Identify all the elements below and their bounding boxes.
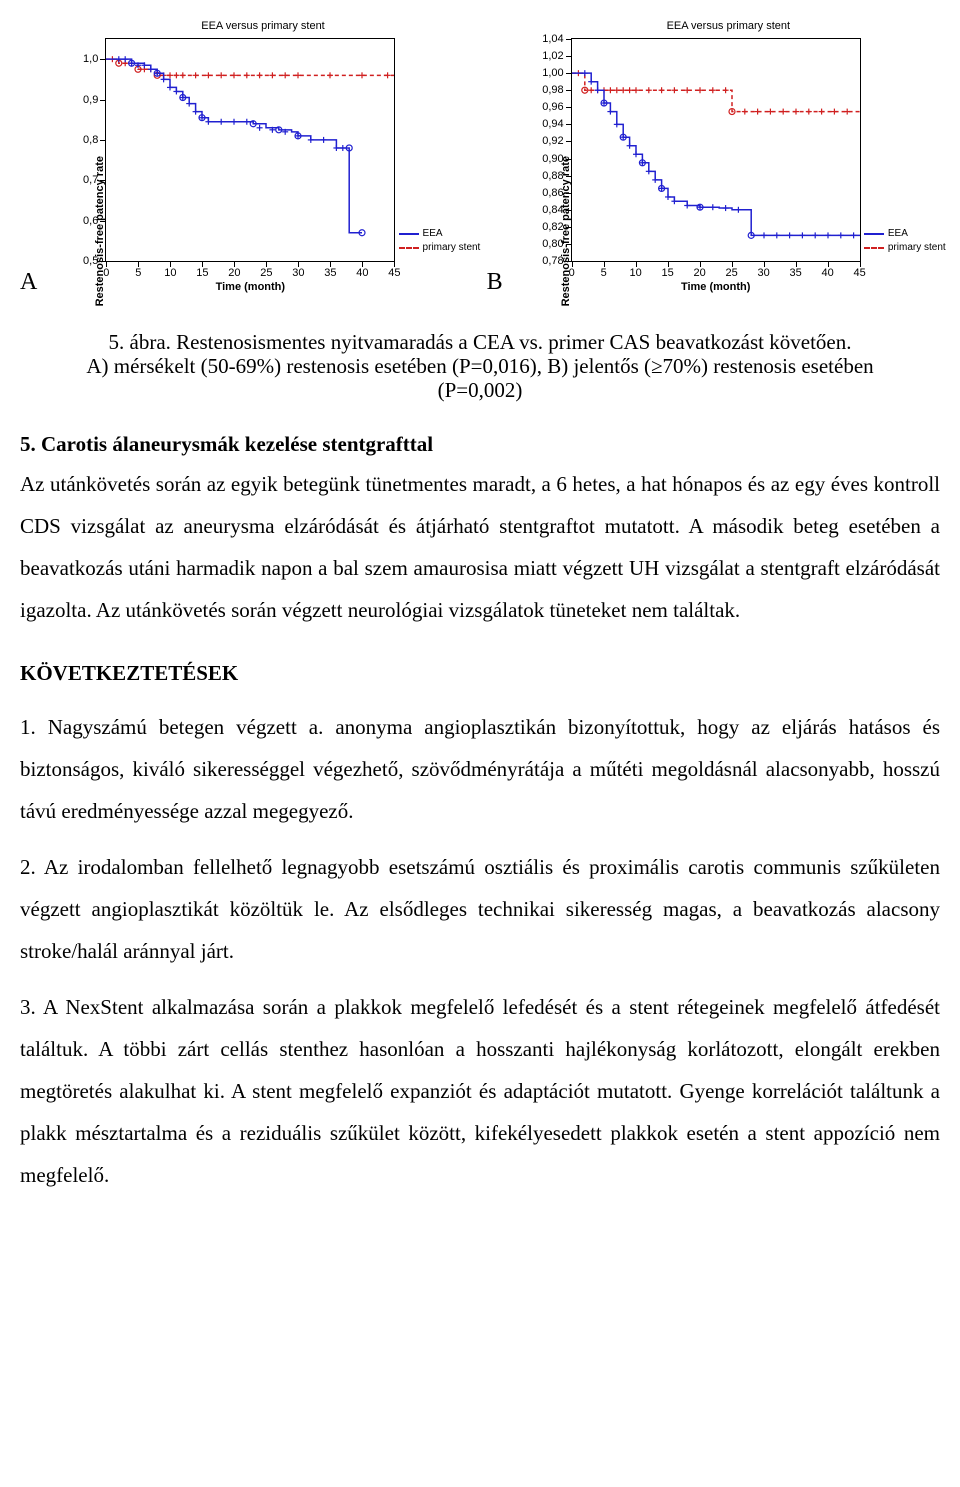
chart-b-plot: Restenosis-free patency rate Time (month…	[571, 38, 861, 262]
xtick-label: 25	[260, 261, 272, 279]
xtick-label: 15	[196, 261, 208, 279]
ytick-label: 0,78	[542, 255, 571, 267]
xtick-label: 25	[726, 261, 738, 279]
ytick-label: 0,88	[542, 170, 571, 182]
chart-b-xlabel: Time (month)	[572, 281, 860, 293]
caption-line1: 5. ábra. Restenosismentes nyitvamaradás …	[109, 330, 852, 354]
ytick-label: 1,0	[83, 53, 106, 65]
section5-heading: 5. Carotis álaneurysmák kezelése stentgr…	[20, 432, 940, 457]
legend-swatch-eea	[864, 233, 884, 235]
ytick-label: 0,98	[542, 84, 571, 96]
chart-a-plot: Restenosis-free patency rate Time (month…	[105, 38, 395, 262]
ytick-label: 0,6	[83, 215, 106, 227]
legend-label-stent: primary stent	[888, 241, 946, 255]
xtick-label: 40	[356, 261, 368, 279]
ytick-label: 1,02	[542, 50, 571, 62]
chart-a-legend: EEA primary stent	[399, 227, 481, 255]
ytick-label: 0,84	[542, 204, 571, 216]
legend-swatch-eea	[399, 233, 419, 235]
xtick-label: 30	[292, 261, 304, 279]
ytick-label: 0,94	[542, 118, 571, 130]
conclusions-heading: KÖVETKEZTETÉSEK	[20, 661, 940, 686]
conclusion-p3: 3. A NexStent alkalmazása során a plakko…	[20, 986, 940, 1196]
ytick-label: 0,86	[542, 187, 571, 199]
chart-row: A EEA versus primary stent Restenosis-fr…	[20, 20, 940, 300]
chart-a-series	[106, 39, 394, 261]
legend-label-eea: EEA	[888, 227, 908, 241]
ytick-label: 0,82	[542, 221, 571, 233]
ytick-label: 0,8	[83, 134, 106, 146]
legend-row-stent: primary stent	[864, 241, 946, 255]
ytick-label: 0,9	[83, 94, 106, 106]
xtick-label: 35	[324, 261, 336, 279]
ytick-label: 1,04	[542, 33, 571, 45]
xtick-label: 0	[569, 261, 575, 279]
conclusion-p2: 2. Az irodalomban fellelhető legnagyobb …	[20, 846, 940, 972]
xtick-label: 5	[135, 261, 141, 279]
xtick-label: 10	[630, 261, 642, 279]
panel-b-label: B	[487, 269, 505, 300]
ytick-label: 0,7	[83, 174, 106, 186]
chart-a-title: EEA versus primary stent	[51, 20, 474, 32]
chart-b-series	[572, 39, 860, 261]
ytick-label: 0,92	[542, 135, 571, 147]
conclusion-p1: 1. Nagyszámú betegen végzett a. anonyma …	[20, 706, 940, 832]
ytick-label: 0,80	[542, 238, 571, 250]
page: A EEA versus primary stent Restenosis-fr…	[0, 0, 960, 1236]
legend-swatch-stent	[864, 247, 884, 249]
legend-label-eea: EEA	[423, 227, 443, 241]
ytick-label: 1,00	[542, 67, 571, 79]
chart-b: EEA versus primary stent Restenosis-free…	[517, 20, 940, 300]
xtick-label: 0	[103, 261, 109, 279]
xtick-label: 45	[854, 261, 866, 279]
ytick-label: 0,90	[542, 153, 571, 165]
ytick-label: 0,96	[542, 101, 571, 113]
figure-caption: 5. ábra. Restenosismentes nyitvamaradás …	[50, 330, 910, 402]
panel-a-label: A	[20, 269, 39, 300]
section5-para: Az utánkövetés során az egyik betegünk t…	[20, 463, 940, 631]
xtick-label: 5	[601, 261, 607, 279]
xtick-label: 40	[822, 261, 834, 279]
xtick-label: 35	[790, 261, 802, 279]
legend-swatch-stent	[399, 247, 419, 249]
chart-a-xlabel: Time (month)	[106, 281, 394, 293]
legend-label-stent: primary stent	[423, 241, 481, 255]
xtick-label: 45	[388, 261, 400, 279]
xtick-label: 20	[694, 261, 706, 279]
legend-row-eea: EEA	[864, 227, 946, 241]
xtick-label: 15	[662, 261, 674, 279]
chart-a: EEA versus primary stent Restenosis-free…	[51, 20, 474, 300]
xtick-label: 10	[164, 261, 176, 279]
legend-row-eea: EEA	[399, 227, 481, 241]
chart-b-title: EEA versus primary stent	[517, 20, 940, 32]
caption-line2: A) mérsékelt (50-69%) restenosis esetébe…	[86, 354, 873, 402]
chart-b-legend: EEA primary stent	[864, 227, 946, 255]
xtick-label: 30	[758, 261, 770, 279]
legend-row-stent: primary stent	[399, 241, 481, 255]
xtick-label: 20	[228, 261, 240, 279]
